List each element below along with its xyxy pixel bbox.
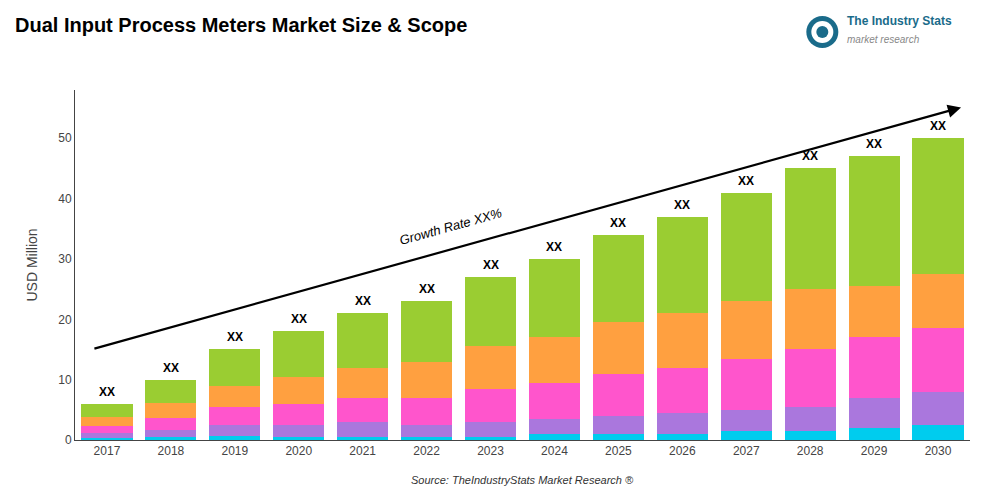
svg-text:XX: XX — [419, 282, 435, 296]
svg-text:XX: XX — [483, 258, 499, 272]
svg-text:market research: market research — [847, 34, 920, 45]
svg-text:40: 40 — [58, 192, 72, 206]
svg-text:2023: 2023 — [477, 444, 504, 458]
svg-text:Source: TheIndustryStats Marke: Source: TheIndustryStats Market Research… — [411, 474, 634, 486]
svg-text:XX: XX — [99, 385, 115, 399]
svg-text:XX: XX — [355, 294, 371, 308]
svg-text:XX: XX — [163, 361, 179, 375]
svg-text:2017: 2017 — [94, 444, 121, 458]
svg-text:20: 20 — [58, 313, 72, 327]
svg-text:30: 30 — [58, 252, 72, 266]
svg-text:2024: 2024 — [541, 444, 568, 458]
svg-text:2018: 2018 — [158, 444, 185, 458]
svg-text:2028: 2028 — [797, 444, 824, 458]
svg-text:2026: 2026 — [669, 444, 696, 458]
svg-text:The Industry Stats: The Industry Stats — [847, 14, 952, 28]
svg-text:2025: 2025 — [605, 444, 632, 458]
svg-text:XX: XX — [227, 330, 243, 344]
svg-text:XX: XX — [930, 119, 946, 133]
svg-text:2022: 2022 — [413, 444, 440, 458]
svg-text:XX: XX — [291, 312, 307, 326]
svg-text:2020: 2020 — [285, 444, 312, 458]
svg-text:2021: 2021 — [349, 444, 376, 458]
svg-text:USD Million: USD Million — [24, 228, 40, 301]
svg-text:XX: XX — [610, 216, 626, 230]
svg-text:10: 10 — [58, 373, 72, 387]
svg-text:2029: 2029 — [861, 444, 888, 458]
svg-text:Dual Input Process Meters Mark: Dual Input Process Meters Market Size & … — [15, 14, 467, 36]
svg-text:2027: 2027 — [733, 444, 760, 458]
svg-text:0: 0 — [65, 433, 72, 447]
svg-text:50: 50 — [58, 131, 72, 145]
svg-text:XX: XX — [738, 174, 754, 188]
svg-text:XX: XX — [674, 198, 690, 212]
svg-text:XX: XX — [866, 137, 882, 151]
svg-text:XX: XX — [802, 149, 818, 163]
svg-text:2019: 2019 — [221, 444, 248, 458]
svg-text:Growth Rate XX%: Growth Rate XX% — [398, 205, 504, 248]
svg-text:2030: 2030 — [925, 444, 952, 458]
svg-text:XX: XX — [546, 240, 562, 254]
